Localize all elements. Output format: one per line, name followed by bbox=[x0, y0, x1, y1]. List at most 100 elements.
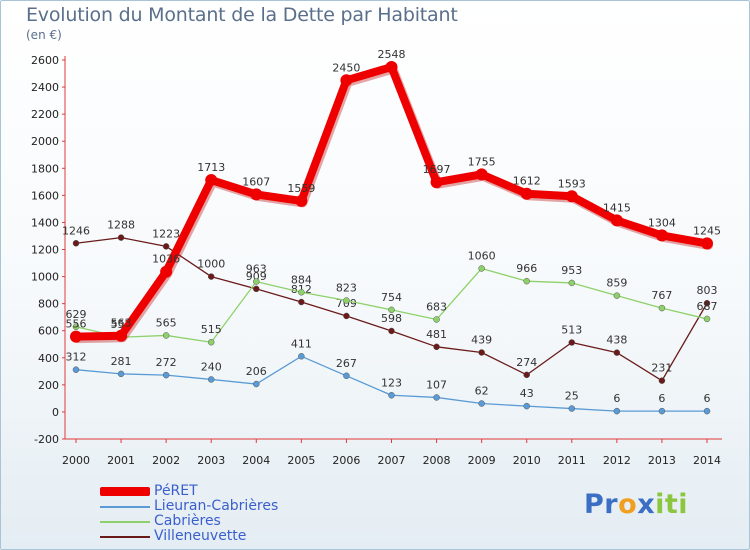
data-label: 411 bbox=[291, 337, 312, 350]
y-tick-label: 1400 bbox=[31, 216, 59, 229]
data-label: 272 bbox=[156, 356, 177, 369]
data-label: 1223 bbox=[152, 227, 180, 240]
logo-letter: t bbox=[664, 489, 679, 520]
x-tick-label: 2007 bbox=[378, 454, 406, 467]
y-tick-label: 2000 bbox=[31, 135, 59, 148]
data-label: 1593 bbox=[558, 177, 586, 190]
data-point bbox=[433, 394, 440, 401]
data-label: 281 bbox=[111, 355, 132, 368]
data-point bbox=[72, 366, 80, 373]
data-label: 274 bbox=[516, 356, 537, 369]
data-label: 1304 bbox=[648, 216, 676, 229]
data-point bbox=[162, 371, 170, 379]
y-tick-label: 600 bbox=[38, 325, 59, 338]
y-tick-label: 400 bbox=[38, 352, 59, 365]
data-point bbox=[565, 190, 578, 203]
data-label: 1755 bbox=[468, 155, 496, 168]
data-point bbox=[568, 279, 576, 287]
data-point bbox=[655, 229, 668, 242]
data-point bbox=[253, 278, 260, 285]
data-label: 1713 bbox=[197, 161, 225, 174]
data-label: 1060 bbox=[468, 249, 496, 262]
data-point bbox=[520, 187, 533, 200]
data-point bbox=[298, 353, 305, 360]
data-point bbox=[703, 299, 711, 307]
data-label: 123 bbox=[381, 376, 402, 389]
chart-title: Evolution du Montant de la Dette par Hab… bbox=[26, 4, 458, 26]
data-point bbox=[117, 370, 125, 378]
x-tick-label: 2010 bbox=[513, 454, 541, 467]
y-tick-label: 2600 bbox=[31, 54, 59, 67]
x-tick-label: 2004 bbox=[242, 454, 270, 467]
data-point bbox=[253, 380, 260, 388]
data-point bbox=[253, 285, 260, 293]
data-point bbox=[658, 407, 666, 415]
data-point bbox=[523, 277, 530, 285]
data-label: 803 bbox=[697, 284, 718, 297]
data-label: 2548 bbox=[378, 48, 406, 61]
x-tick-label: 2001 bbox=[107, 454, 135, 467]
data-point bbox=[343, 372, 350, 380]
legend-swatch-lieuran-cabrieres bbox=[100, 505, 150, 508]
data-point bbox=[658, 377, 666, 384]
data-point bbox=[72, 240, 80, 247]
legend-label-cabrieres: Cabrières bbox=[154, 513, 221, 529]
data-point bbox=[385, 61, 398, 74]
data-point bbox=[478, 400, 485, 407]
y-tick-label: 0 bbox=[52, 406, 59, 419]
data-label: 1288 bbox=[107, 219, 135, 232]
data-point bbox=[388, 306, 395, 314]
data-label: 953 bbox=[561, 264, 582, 277]
data-point bbox=[523, 402, 530, 410]
legend-item-cabrieres: Cabrières bbox=[100, 514, 278, 529]
data-label: 966 bbox=[516, 262, 537, 275]
data-point bbox=[115, 329, 128, 342]
data-label: 62 bbox=[475, 385, 489, 398]
x-tick-label: 2013 bbox=[648, 454, 676, 467]
x-tick-label: 2006 bbox=[332, 454, 360, 467]
data-point bbox=[388, 327, 395, 335]
data-label: 513 bbox=[561, 323, 582, 336]
data-label: 2450 bbox=[332, 61, 360, 74]
x-tick-label: 2011 bbox=[558, 454, 586, 467]
logo-letter: i bbox=[655, 489, 665, 520]
y-tick-label: 200 bbox=[38, 379, 59, 392]
legend-label-peret: PéRET bbox=[154, 483, 198, 499]
data-point bbox=[523, 371, 530, 379]
data-label: 240 bbox=[201, 360, 222, 373]
logo-letter: o bbox=[618, 489, 638, 520]
data-point bbox=[478, 349, 485, 356]
y-tick-label: 1200 bbox=[31, 244, 59, 257]
y-tick-label: -200 bbox=[34, 433, 59, 446]
data-label: 1000 bbox=[197, 258, 225, 271]
data-label: 556 bbox=[66, 318, 87, 331]
logo-letter: x bbox=[637, 489, 656, 520]
data-label: 312 bbox=[66, 351, 87, 364]
data-label: 1559 bbox=[287, 182, 315, 195]
data-point bbox=[613, 292, 621, 299]
legend-label-lieuran-cabrieres: Lieuran-Cabrières bbox=[154, 498, 279, 514]
y-tick-label: 2200 bbox=[31, 108, 59, 121]
legend-swatch-villeneuvette bbox=[100, 535, 150, 538]
data-label: 767 bbox=[651, 289, 672, 302]
data-label: 206 bbox=[246, 365, 267, 378]
data-label: 438 bbox=[606, 334, 627, 347]
x-tick-label: 2014 bbox=[693, 454, 721, 467]
data-label: 6 bbox=[704, 392, 711, 405]
data-label: 754 bbox=[381, 291, 402, 304]
data-label: 598 bbox=[381, 312, 402, 325]
data-label: 1245 bbox=[693, 224, 721, 237]
data-label: 231 bbox=[651, 362, 672, 375]
legend-item-peret: PéRET bbox=[100, 484, 278, 499]
data-point bbox=[205, 174, 218, 187]
data-label: 515 bbox=[201, 323, 222, 336]
data-label: 1697 bbox=[423, 163, 451, 176]
data-point bbox=[613, 407, 621, 415]
data-label: 107 bbox=[426, 378, 447, 391]
data-point bbox=[250, 188, 263, 201]
data-label: 1246 bbox=[62, 224, 90, 237]
x-tick-label: 2012 bbox=[603, 454, 631, 467]
data-point bbox=[207, 376, 215, 383]
y-tick-label: 1000 bbox=[31, 271, 59, 284]
data-point bbox=[70, 330, 82, 343]
